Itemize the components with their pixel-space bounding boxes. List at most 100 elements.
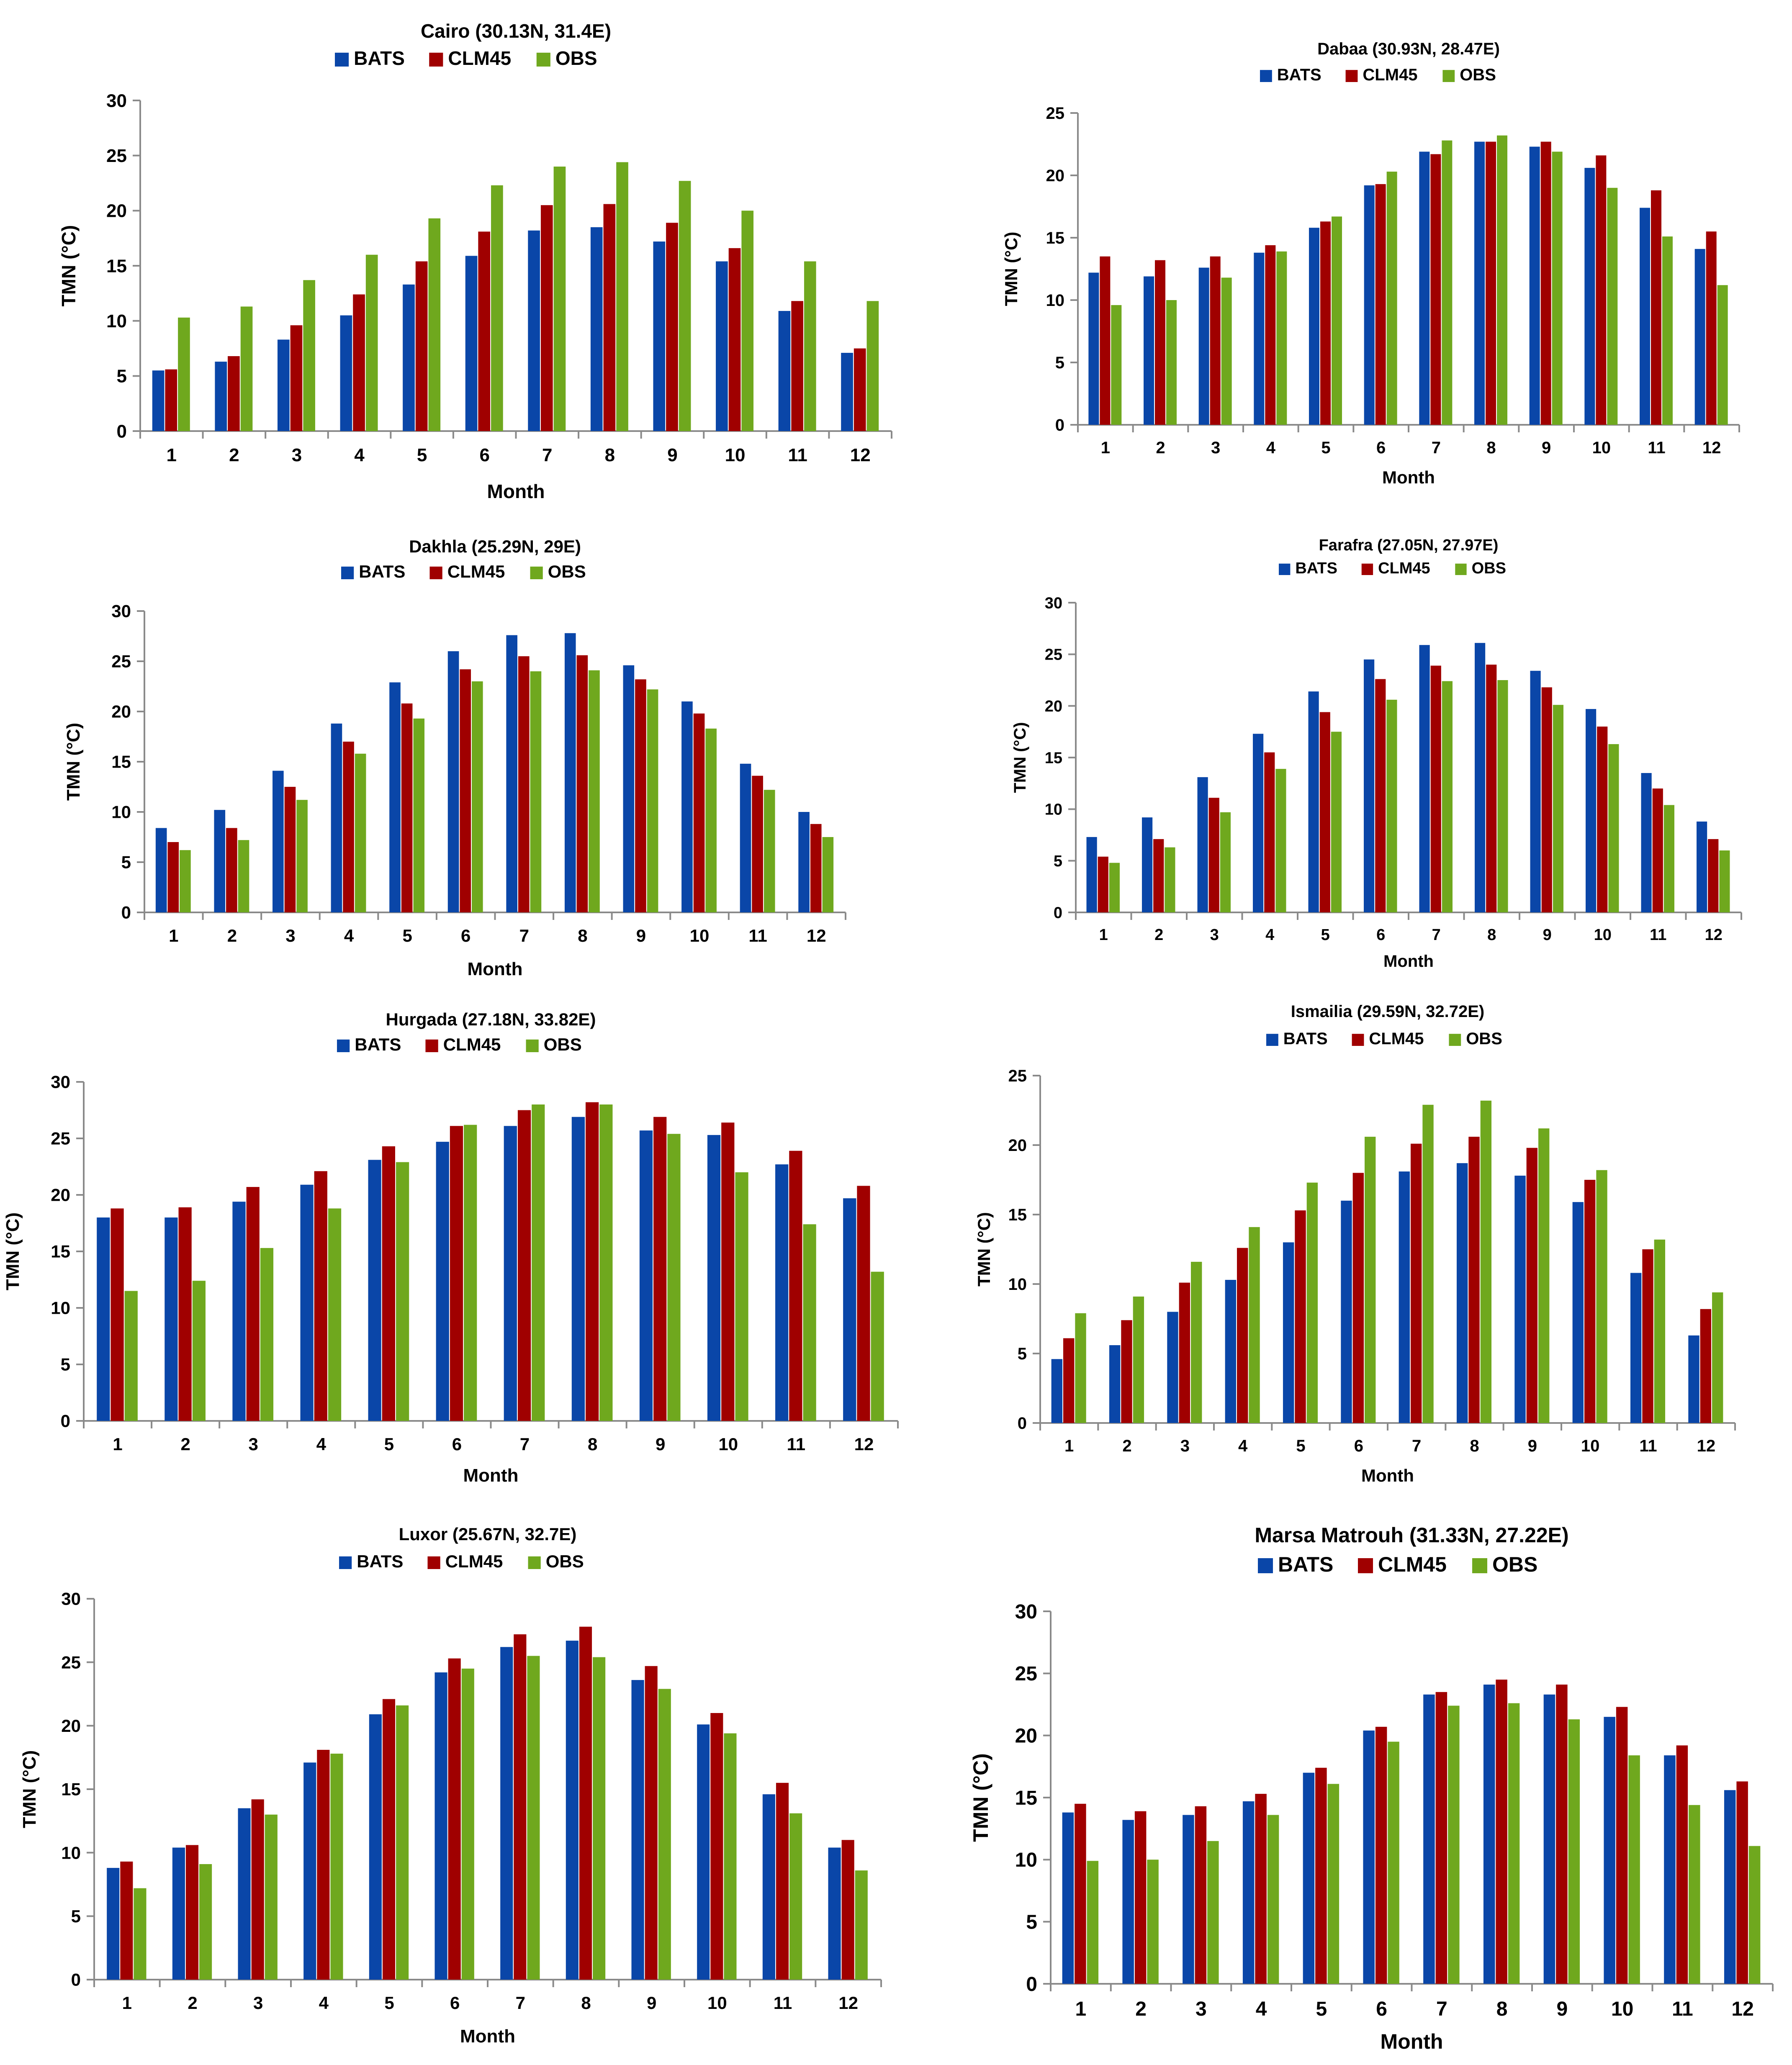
- bar-clm45-month-4: [314, 1171, 327, 1421]
- legend-swatch-obs: [536, 52, 550, 67]
- bar-bats-month-11: [775, 1164, 789, 1421]
- x-tick-label: 8: [605, 445, 615, 465]
- x-tick-label: 9: [1528, 1437, 1537, 1455]
- bar-clm45-month-8: [1486, 141, 1496, 425]
- bar-clm45-month-7: [1435, 1692, 1447, 1984]
- bar-bats-month-1: [1086, 837, 1097, 912]
- bar-clm45-month-5: [401, 703, 413, 912]
- bar-obs-month-12: [855, 1870, 868, 1980]
- bar-obs-month-6: [1386, 172, 1397, 425]
- chart-title: Cairo (30.13N, 31.4E): [421, 20, 611, 42]
- legend-swatch-obs: [528, 1556, 541, 1569]
- x-tick-label: 4: [1256, 1998, 1267, 2020]
- chart-title: Dakhla (25.29N, 29E): [409, 537, 581, 556]
- bar-clm45-month-8: [586, 1102, 599, 1421]
- y-tick-label: 25: [106, 146, 127, 166]
- x-tick-label: 6: [461, 926, 470, 945]
- bar-obs-month-2: [238, 840, 249, 912]
- bar-obs-month-11: [803, 1224, 816, 1421]
- bar-clm45-month-4: [317, 1749, 330, 1980]
- x-tick-label: 7: [1436, 1998, 1447, 2020]
- y-tick-label: 15: [106, 256, 127, 276]
- chart-title: Hurgada (27.18N, 33.82E): [386, 1009, 596, 1029]
- x-tick-label: 12: [1731, 1998, 1753, 2020]
- y-tick-label: 0: [1026, 1973, 1037, 1996]
- bar-obs-month-12: [1717, 285, 1728, 425]
- bar-bats-month-12: [843, 1198, 856, 1421]
- legend-swatch-clm45: [1361, 563, 1373, 575]
- bar-clm45-month-11: [1642, 1249, 1653, 1423]
- y-tick-label: 10: [111, 802, 131, 822]
- bar-obs-month-3: [303, 280, 315, 431]
- bar-obs-month-6: [1388, 1741, 1399, 1984]
- bar-obs-month-5: [413, 718, 425, 912]
- bar-clm45-month-11: [1652, 789, 1663, 912]
- bar-clm45-month-4: [1264, 752, 1275, 912]
- bar-bats-month-6: [465, 256, 478, 431]
- x-tick-label: 6: [1376, 926, 1385, 944]
- x-tick-label: 4: [354, 445, 365, 465]
- bar-obs-month-3: [260, 1248, 274, 1421]
- bar-clm45-month-6: [1375, 184, 1386, 425]
- x-tick-label: 9: [667, 445, 677, 465]
- legend-label-obs: OBS: [1492, 1553, 1537, 1576]
- x-tick-label: 8: [588, 1434, 597, 1454]
- bar-clm45-month-3: [1210, 256, 1221, 425]
- y-axis-title: TMN (°C): [1011, 722, 1029, 793]
- bar-obs-month-10: [741, 211, 754, 431]
- bar-clm45-month-11: [1676, 1745, 1688, 1984]
- y-tick-label: 20: [1045, 698, 1062, 715]
- bar-obs-month-3: [1207, 1841, 1219, 1984]
- bar-clm45-month-5: [1315, 1767, 1327, 1984]
- bar-bats-month-1: [152, 370, 165, 431]
- x-tick-label: 6: [452, 1434, 462, 1454]
- bar-bats-month-5: [1309, 228, 1320, 425]
- bar-bats-month-5: [1303, 1772, 1315, 1984]
- legend-label-obs: OBS: [1460, 66, 1496, 84]
- y-tick-label: 25: [111, 652, 131, 671]
- bar-obs-month-10: [1596, 1170, 1607, 1423]
- x-axis-title: Month: [487, 480, 545, 502]
- legend-swatch-bats: [1266, 1034, 1278, 1046]
- x-tick-label: 8: [581, 1993, 591, 2013]
- legend-label-clm45: CLM45: [1363, 66, 1417, 84]
- y-tick-label: 20: [1008, 1136, 1027, 1155]
- bar-obs-month-5: [1331, 216, 1342, 425]
- bar-bats-month-8: [590, 227, 603, 431]
- x-tick-label: 3: [1210, 926, 1219, 944]
- x-axis-title: Month: [1383, 952, 1434, 971]
- x-tick-label: 7: [519, 926, 529, 945]
- legend-label-obs: OBS: [1472, 560, 1506, 577]
- bar-clm45-month-11: [791, 301, 803, 431]
- bar-clm45-month-6: [448, 1658, 461, 1980]
- bar-obs-month-5: [1331, 732, 1342, 912]
- y-tick-label: 15: [1046, 229, 1065, 247]
- bar-clm45-month-9: [1541, 687, 1552, 912]
- chart-title: Luxor (25.67N, 32.7E): [399, 1524, 577, 1544]
- y-tick-label: 10: [61, 1843, 81, 1862]
- x-tick-label: 11: [1639, 1437, 1657, 1455]
- legend-swatch-obs: [526, 1039, 539, 1052]
- bar-obs-month-11: [789, 1813, 802, 1980]
- bar-obs-month-12: [1712, 1292, 1723, 1423]
- legend-label-bats: BATS: [1278, 1553, 1333, 1576]
- bar-obs-month-10: [735, 1172, 748, 1421]
- legend-label-bats: BATS: [359, 562, 405, 581]
- bar-clm45-month-3: [290, 325, 303, 431]
- bar-bats-month-3: [1198, 267, 1209, 425]
- bar-clm45-month-5: [1320, 221, 1331, 425]
- bar-clm45-month-11: [776, 1782, 789, 1980]
- x-axis-title: Month: [460, 2026, 515, 2047]
- bar-clm45-month-8: [1486, 665, 1497, 912]
- bar-obs-month-7: [1442, 681, 1453, 912]
- x-tick-label: 8: [578, 926, 587, 945]
- y-tick-label: 10: [106, 311, 127, 331]
- bar-obs-month-7: [527, 1656, 540, 1980]
- bar-obs-month-4: [365, 254, 378, 431]
- y-tick-label: 15: [51, 1242, 70, 1261]
- x-tick-label: 2: [229, 445, 239, 465]
- y-tick-label: 10: [51, 1298, 70, 1318]
- x-tick-label: 12: [807, 926, 826, 945]
- bar-obs-month-9: [667, 1134, 681, 1421]
